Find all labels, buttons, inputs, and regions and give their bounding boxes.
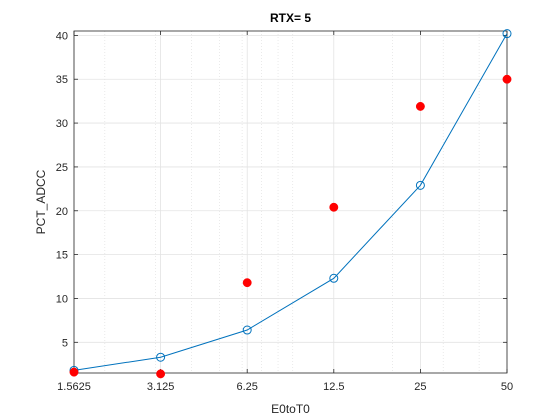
observed-data-point xyxy=(502,74,512,84)
y-tick-label: 25 xyxy=(56,162,68,174)
observed-data-point xyxy=(69,367,79,377)
observed-data-point xyxy=(415,101,425,111)
x-axis-label: E0toT0 xyxy=(271,402,310,416)
x-tick-label: 12.5 xyxy=(323,381,344,393)
chart-title: RTX= 5 xyxy=(270,11,311,25)
grid xyxy=(73,31,508,373)
x-tick-label: 50 xyxy=(501,381,513,393)
data-point-marker xyxy=(329,273,339,283)
observed-data-point xyxy=(242,278,252,288)
y-tick-label: 40 xyxy=(56,30,68,42)
y-tick-label: 35 xyxy=(56,74,68,86)
x-tick-label: 3.125 xyxy=(147,381,175,393)
y-tick-label: 15 xyxy=(56,250,68,262)
observed-data-point xyxy=(156,369,166,379)
data-point-marker xyxy=(156,352,166,362)
series-line xyxy=(73,33,508,371)
y-axis-label: PCT_ADCC xyxy=(34,169,48,234)
observed-data-point xyxy=(329,202,339,212)
data-point-marker xyxy=(242,325,252,335)
x-tick-label: 1.5625 xyxy=(57,381,91,393)
plot-area xyxy=(73,30,508,374)
data-point-marker xyxy=(415,180,425,190)
axis-ticks: 1.5625 3.125 6.25 12.5 25 50 5 10 15 20 25 30 35 40 xyxy=(56,30,513,393)
y-tick-label: 30 xyxy=(56,118,68,130)
x-tick-label: 6.25 xyxy=(236,381,257,393)
series xyxy=(69,29,512,379)
y-tick-label: 20 xyxy=(56,206,68,218)
y-tick-label: 10 xyxy=(56,293,68,305)
y-tick-label: 5 xyxy=(62,337,68,349)
data-point-marker xyxy=(502,29,512,39)
x-tick-label: 25 xyxy=(414,381,426,393)
